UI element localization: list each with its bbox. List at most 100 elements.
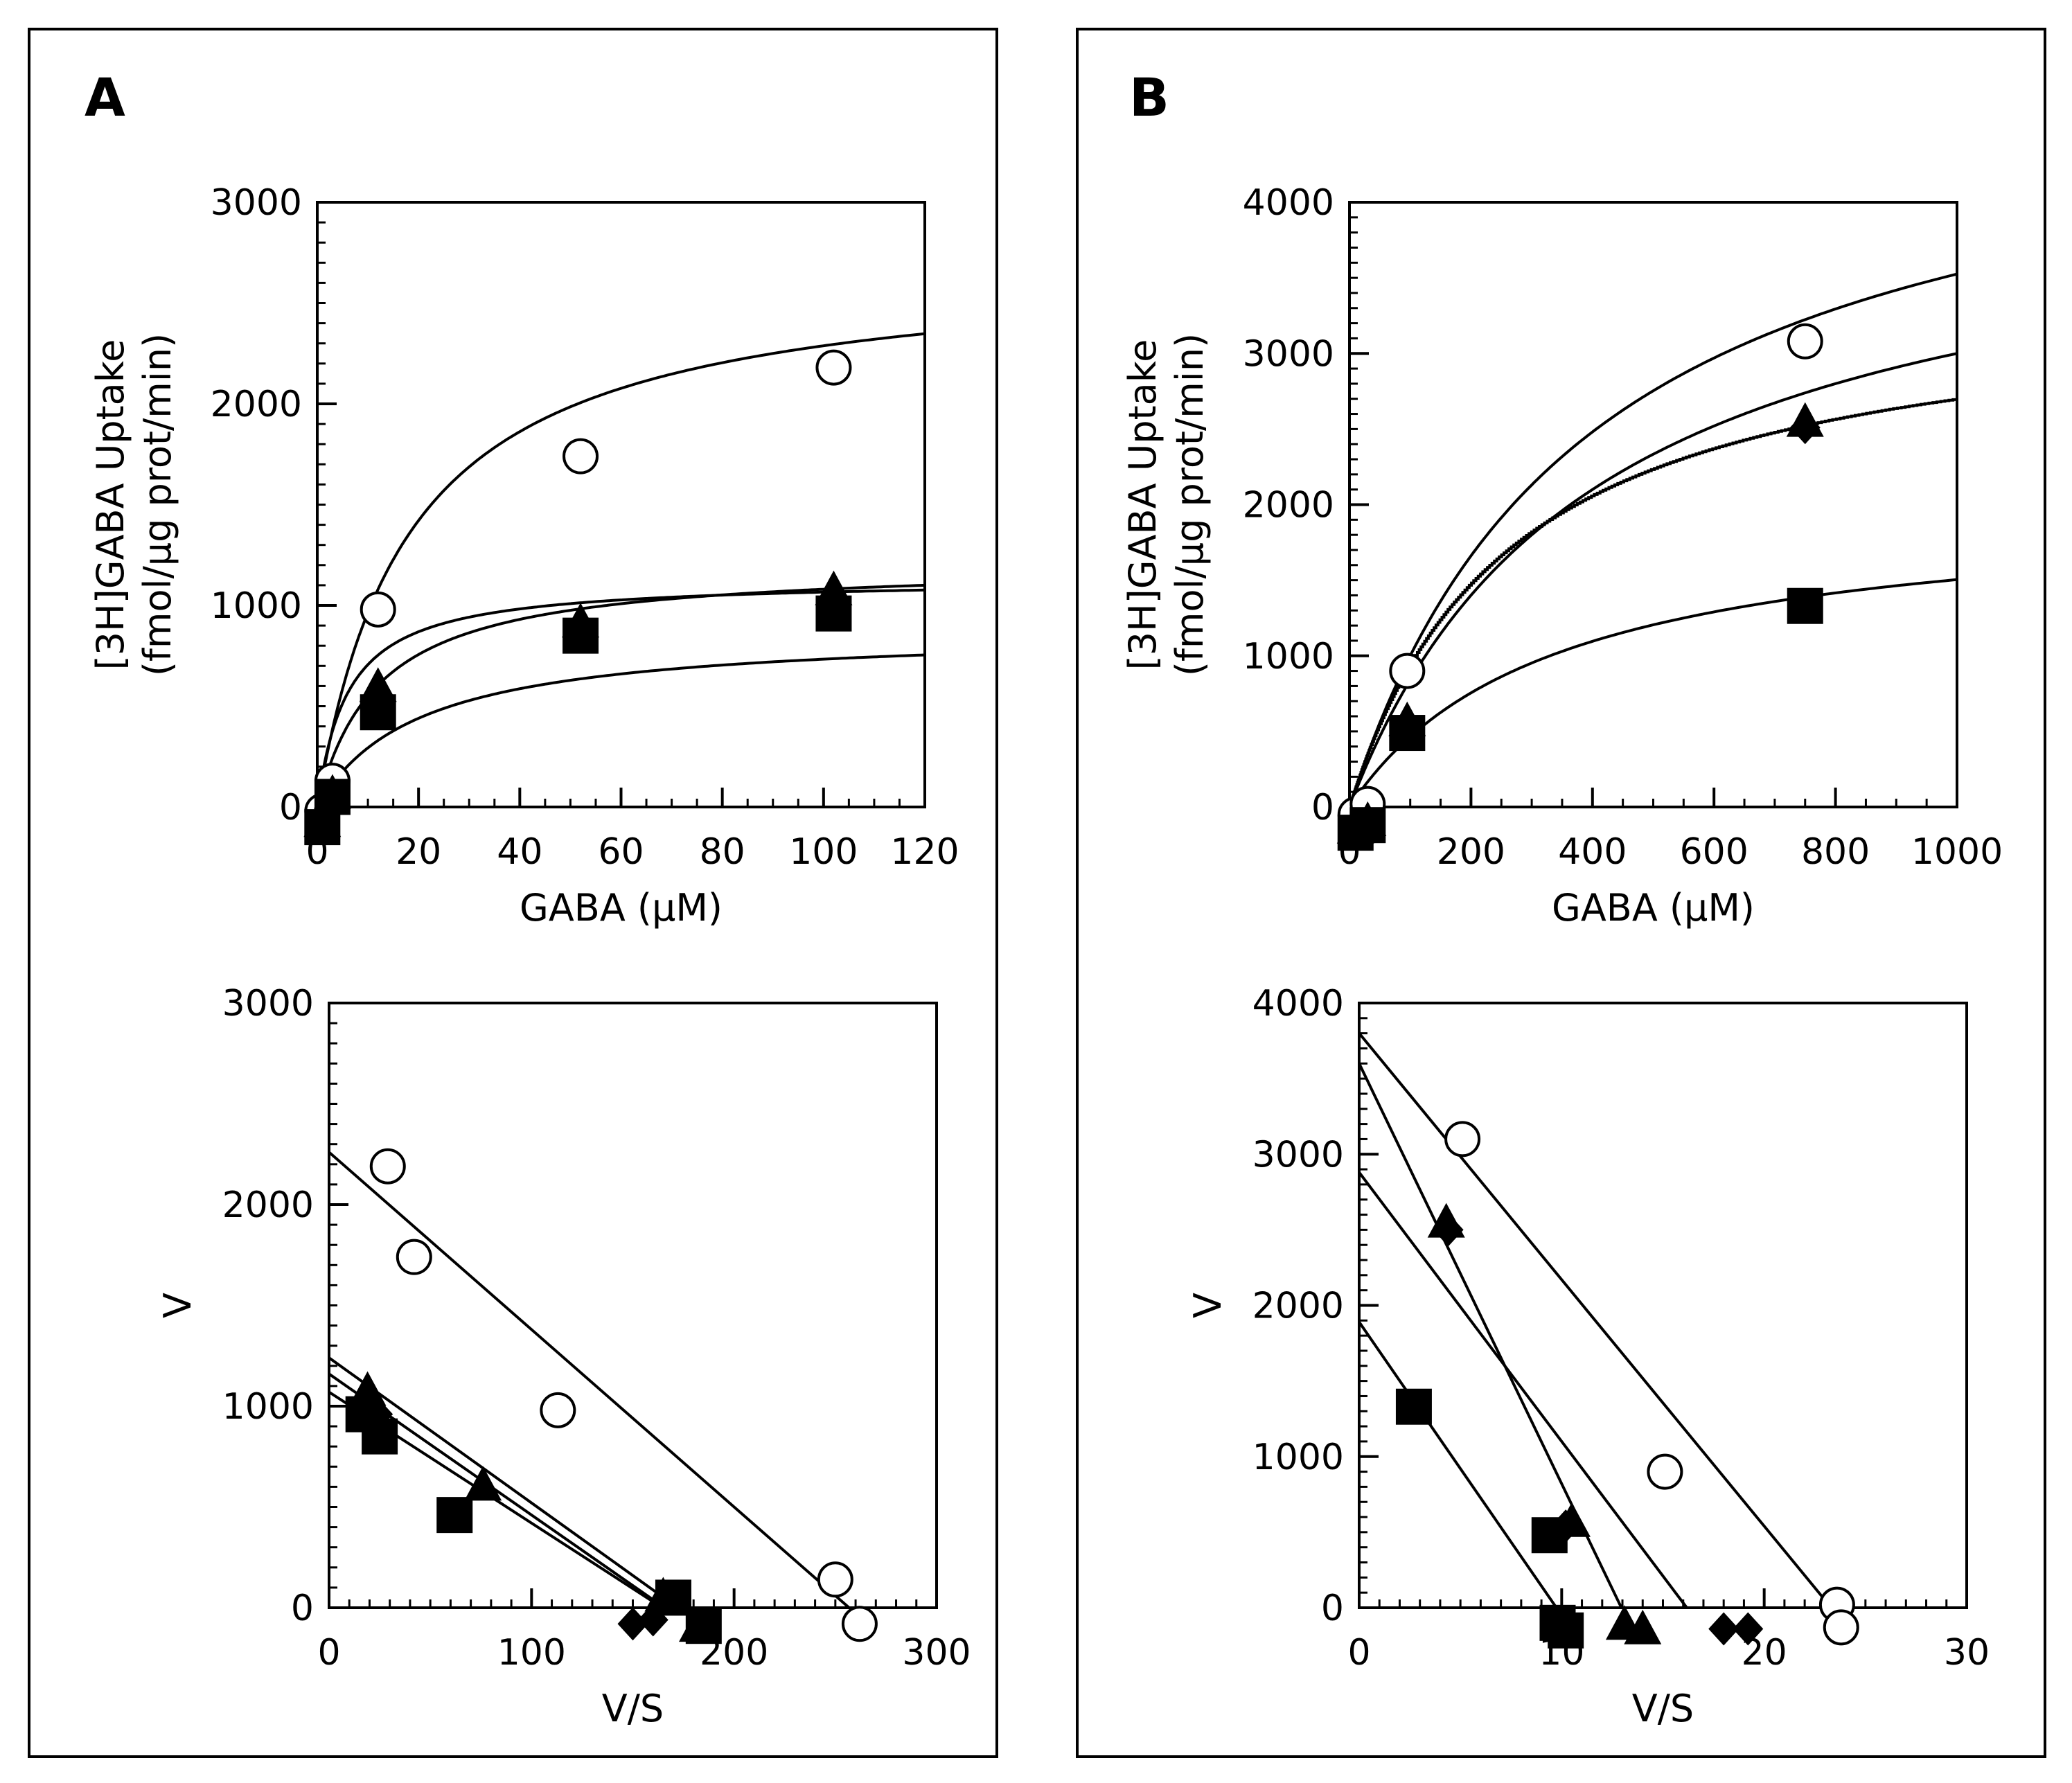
data-point-circle-open bbox=[396, 1239, 432, 1275]
x-axis-label: V/S bbox=[1632, 1687, 1694, 1730]
x-axis-label: V/S bbox=[602, 1687, 664, 1730]
data-point-circle-open bbox=[563, 438, 599, 474]
fit-lines bbox=[329, 1151, 851, 1608]
data-point-diamond bbox=[617, 1607, 648, 1641]
y-axis-label: V bbox=[156, 1293, 200, 1318]
x-tick-label: 1000 bbox=[1911, 831, 2003, 873]
x-tick-label: 20 bbox=[396, 831, 441, 873]
y-tick-label: 2000 bbox=[222, 1185, 314, 1226]
data-point-circle-open bbox=[841, 1606, 878, 1642]
x-tick-label: 300 bbox=[902, 1632, 971, 1674]
y-tick-label: 1000 bbox=[222, 1386, 314, 1428]
y-tick-label: 0 bbox=[1311, 787, 1334, 828]
plot-frame bbox=[316, 201, 926, 808]
data-point-square bbox=[655, 1579, 691, 1616]
data-point-triangle bbox=[1624, 1609, 1662, 1644]
data-point-square bbox=[1389, 715, 1426, 752]
y-tick-label: 1000 bbox=[1252, 1437, 1344, 1478]
fit-lines bbox=[317, 332, 925, 807]
plot-frame bbox=[1348, 201, 1958, 808]
x-tick-label: 100 bbox=[497, 1632, 566, 1674]
data-point-diamond bbox=[1789, 411, 1821, 445]
y-tick-label: 3000 bbox=[1243, 333, 1334, 375]
data-point-circle-open bbox=[1647, 1453, 1683, 1490]
data-point-circle-open bbox=[817, 1561, 853, 1598]
fit-curve bbox=[1349, 272, 1957, 807]
data-point-diamond bbox=[1433, 1213, 1464, 1247]
data-point-diamond bbox=[1733, 1612, 1764, 1646]
fit-curve bbox=[317, 583, 925, 807]
x-axis-label: GABA (μM) bbox=[520, 886, 723, 930]
fit-curve bbox=[317, 653, 925, 807]
data-point-square bbox=[1395, 1388, 1432, 1425]
plot-frame bbox=[1358, 1002, 1968, 1609]
data-point-circle-open bbox=[360, 591, 396, 628]
y-axis-label: V bbox=[1186, 1293, 1230, 1318]
data-points bbox=[303, 349, 853, 846]
data-points bbox=[345, 1148, 878, 1644]
y-tick-label: 3000 bbox=[222, 983, 314, 1024]
data-point-circle-open bbox=[1787, 323, 1823, 360]
y-tick-label: 0 bbox=[279, 787, 302, 828]
y-axis-label: [3H]GABA Uptake bbox=[89, 339, 132, 671]
y-tick-label: 2000 bbox=[1252, 1286, 1344, 1327]
y-tick-label: 3000 bbox=[211, 182, 302, 224]
fit-lines bbox=[1359, 1032, 1833, 1608]
data-point-square bbox=[563, 617, 599, 654]
data-point-circle-open bbox=[815, 349, 852, 386]
y-axis-unit-label: (fmol/μg prot/min) bbox=[1168, 333, 1212, 676]
x-tick-label: 40 bbox=[497, 831, 542, 873]
x-tick-label: 80 bbox=[700, 831, 745, 873]
data-points bbox=[1395, 1121, 1859, 1649]
panel-a-frame bbox=[28, 28, 998, 1758]
x-tick-label: 200 bbox=[1437, 831, 1505, 873]
fit-curve bbox=[1349, 352, 1957, 807]
x-tick-label: 400 bbox=[1558, 831, 1627, 873]
fit-line bbox=[1359, 1321, 1558, 1608]
panel-b-letter: B bbox=[1129, 66, 1169, 128]
y-tick-label: 1000 bbox=[211, 585, 302, 627]
y-axis-unit-label: (fmol/μg prot/min) bbox=[136, 333, 179, 676]
x-tick-label: 0 bbox=[1347, 1632, 1370, 1674]
fit-line bbox=[1359, 1032, 1833, 1608]
data-point-square bbox=[1548, 1612, 1584, 1649]
y-axis-label: [3H]GABA Uptake bbox=[1121, 339, 1165, 671]
panel-a-letter: A bbox=[85, 66, 125, 128]
data-point-circle-open bbox=[540, 1392, 576, 1428]
y-tick-label: 4000 bbox=[1243, 182, 1334, 224]
fit-curve bbox=[317, 332, 925, 807]
plot-frame bbox=[328, 1002, 938, 1609]
x-tick-label: 60 bbox=[598, 831, 644, 873]
fit-curve bbox=[317, 588, 925, 807]
y-tick-label: 0 bbox=[291, 1588, 314, 1629]
x-tick-label: 800 bbox=[1801, 831, 1870, 873]
data-point-square bbox=[1349, 807, 1386, 844]
data-point-circle-open bbox=[1389, 653, 1426, 689]
data-point-triangle bbox=[464, 1466, 502, 1501]
data-point-square bbox=[815, 595, 852, 632]
data-point-circle-open bbox=[1444, 1121, 1481, 1157]
data-point-circle-open bbox=[1823, 1609, 1859, 1646]
data-point-square bbox=[362, 1418, 398, 1455]
fit-curve bbox=[1349, 578, 1957, 807]
x-tick-label: 120 bbox=[890, 831, 959, 873]
x-tick-label: 100 bbox=[789, 831, 858, 873]
fit-line bbox=[1359, 1171, 1688, 1608]
data-point-triangle bbox=[359, 667, 397, 702]
y-tick-label: 4000 bbox=[1252, 983, 1344, 1024]
data-point-diamond bbox=[1708, 1612, 1739, 1646]
data-point-square bbox=[304, 809, 341, 846]
data-point-square bbox=[685, 1608, 722, 1644]
fit-line bbox=[329, 1356, 679, 1608]
y-tick-label: 3000 bbox=[1252, 1134, 1344, 1176]
fit-lines bbox=[1349, 272, 1957, 807]
data-point-circle-open bbox=[369, 1148, 406, 1185]
y-tick-label: 1000 bbox=[1243, 636, 1334, 677]
data-point-square bbox=[1787, 587, 1823, 624]
x-tick-label: 0 bbox=[317, 1632, 340, 1674]
y-tick-label: 2000 bbox=[1243, 485, 1334, 526]
